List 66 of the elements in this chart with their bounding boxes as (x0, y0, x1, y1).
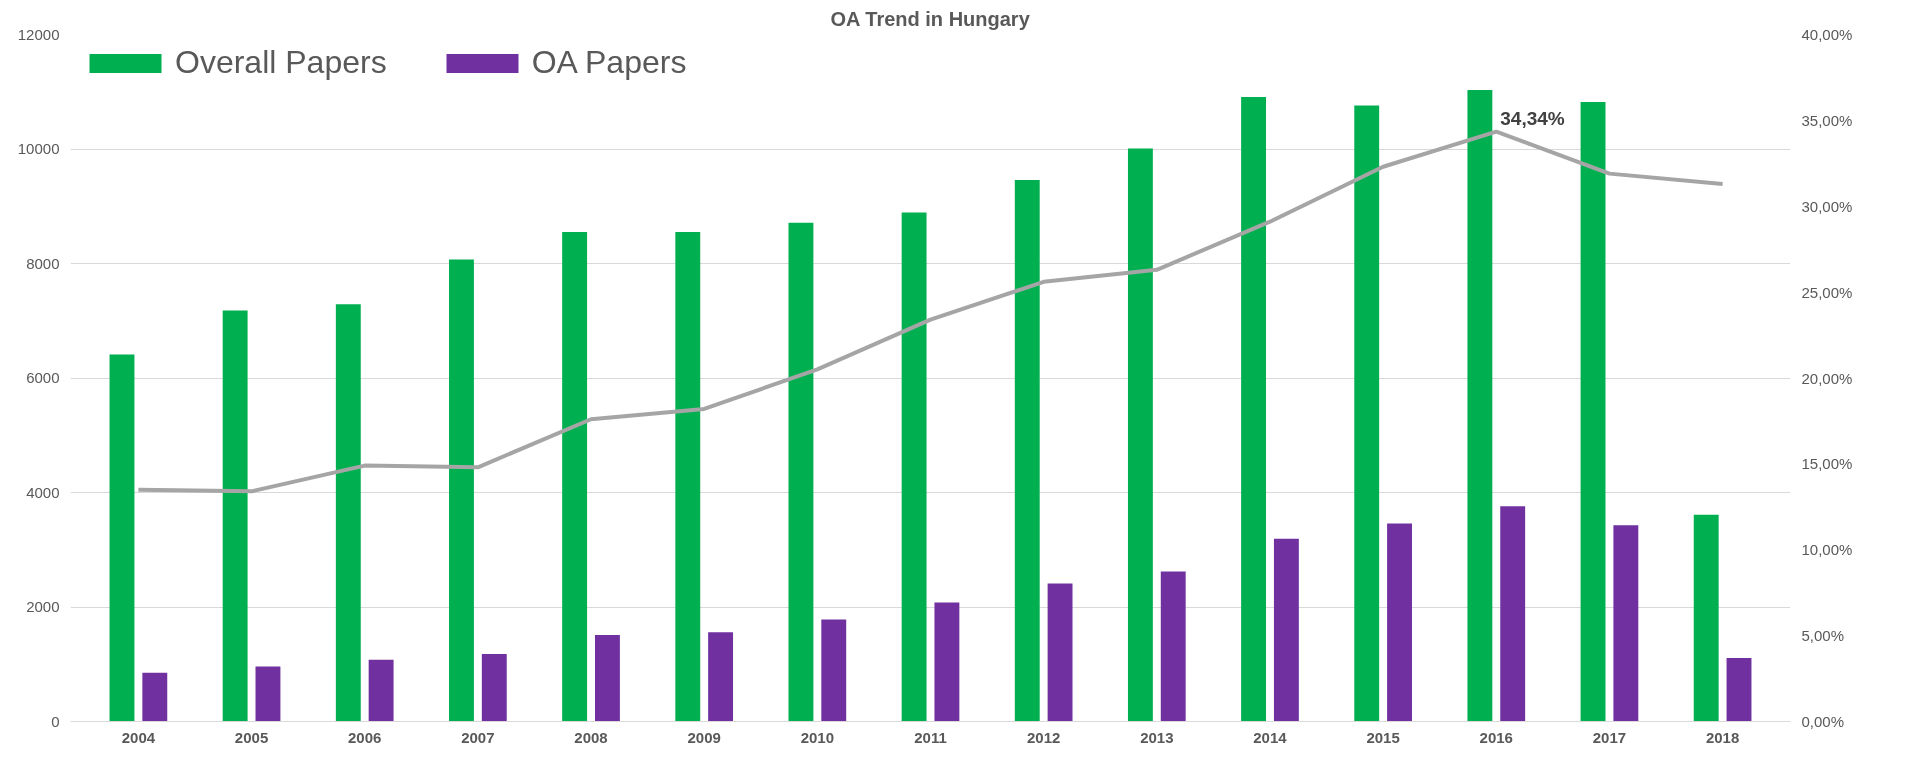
bar (255, 666, 281, 722)
x-tick-label: 2016 (1479, 728, 1513, 746)
x-tick-label: 2015 (1366, 728, 1400, 746)
bar (481, 653, 507, 722)
x-tick-label: 2009 (687, 728, 721, 746)
y2-tick-label: 40,00% (1801, 26, 1853, 43)
bar (901, 212, 927, 722)
bar (1273, 538, 1299, 722)
bar (934, 602, 960, 722)
y2-tick-label: 5,00% (1801, 627, 1845, 645)
chart-title: OA Trend in Hungary (830, 7, 1031, 30)
bar (1047, 583, 1073, 722)
bar (1613, 525, 1639, 722)
data-label: 34,34% (1500, 107, 1565, 129)
legend-label: OA Papers (531, 44, 687, 81)
bar (1127, 148, 1153, 722)
bar (1387, 523, 1412, 722)
bar (708, 632, 734, 722)
bar (675, 232, 701, 722)
y2-tick-label: 0,00% (1801, 713, 1845, 730)
y-tick-label: 2000 (26, 598, 60, 615)
bar (1467, 90, 1493, 722)
y2-tick-label: 25,00% (1801, 283, 1853, 301)
x-tick-label: 2012 (1026, 728, 1061, 746)
bar (109, 354, 135, 722)
bar (1693, 514, 1719, 722)
x-tick-label: 2006 (348, 728, 382, 746)
bar (1500, 506, 1526, 722)
bar (1241, 96, 1267, 722)
y-tick-label: 12000 (17, 25, 60, 43)
line-series (136, 129, 1725, 494)
bar (142, 672, 168, 722)
x-tick-label: 2005 (234, 728, 269, 746)
bar (1354, 105, 1380, 722)
bar (788, 222, 814, 722)
bar (1726, 657, 1752, 722)
bar (368, 659, 394, 722)
x-tick-label: 2011 (914, 728, 947, 746)
y-tick-label: 10000 (17, 140, 60, 157)
y-tick-label: 6000 (26, 369, 60, 386)
x-tick-label: 2018 (1705, 728, 1740, 746)
bar (594, 635, 620, 722)
bar (449, 259, 474, 722)
y-tick-label: 8000 (26, 254, 60, 272)
legend-label: Overall Papers (175, 44, 387, 81)
bar (1014, 179, 1040, 722)
bar (335, 304, 361, 722)
bar (222, 310, 248, 722)
x-tick-label: 2010 (800, 728, 835, 746)
y2-tick-label: 30,00% (1801, 197, 1853, 215)
x-tick-label: 2004 (121, 728, 156, 746)
y-tick-label: 0 (51, 712, 60, 730)
bar (1580, 102, 1606, 722)
x-tick-label: 2008 (574, 728, 608, 746)
x-tick-label: 2007 (461, 728, 495, 746)
bar (1160, 571, 1186, 722)
x-tick-label: 2017 (1592, 728, 1627, 746)
y2-tick-label: 15,00% (1801, 455, 1853, 473)
y2-tick-label: 10,00% (1801, 541, 1853, 559)
bar (821, 619, 847, 722)
bar (562, 232, 588, 722)
x-tick-label: 2013 (1140, 728, 1174, 746)
y-tick-label: 4000 (26, 483, 60, 501)
x-tick-label: 2014 (1253, 728, 1288, 746)
y2-tick-label: 20,00% (1801, 369, 1853, 387)
y2-tick-label: 35,00% (1801, 111, 1853, 129)
